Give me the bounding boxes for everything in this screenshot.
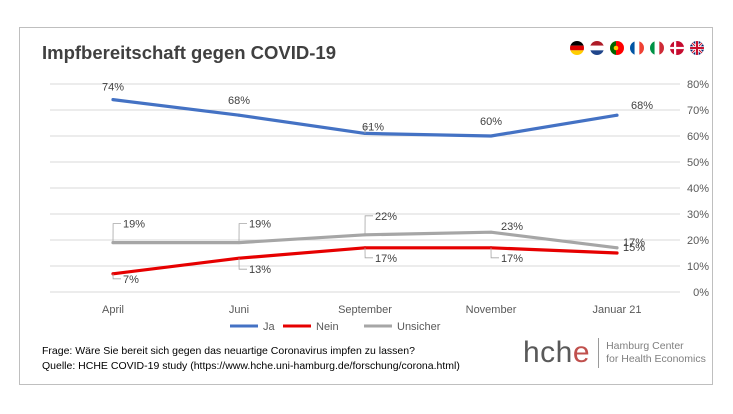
language-flags <box>570 41 704 55</box>
data-label-nein: 15% <box>623 242 645 254</box>
legend-item-nein: Nein <box>283 321 339 333</box>
x-tick-label: April <box>102 304 124 316</box>
y-tick-label: 20% <box>687 235 709 247</box>
y-tick-label: 30% <box>687 209 709 221</box>
italian-flag[interactable] <box>650 41 664 55</box>
gridlines <box>50 83 680 293</box>
data-label-unsicher: 23% <box>501 221 523 233</box>
x-tick-label: Juni <box>229 304 249 316</box>
y-axis: 0% 10% 20% 30% 40% 50% 60% 70% 80% <box>687 79 709 299</box>
chart-frame: Impfbereitschaft gegen COVID-19 0 <box>19 27 713 385</box>
portuguese-flag[interactable] <box>610 41 624 55</box>
data-label-ja: 60% <box>480 116 502 128</box>
legend: Ja Nein Unsicher <box>230 321 441 333</box>
x-axis: April Juni September November Januar 21 <box>102 304 641 316</box>
label-leader-line <box>364 126 371 134</box>
data-label-nein: 17% <box>375 253 397 265</box>
legend-item-unsicher: Unsicher <box>364 321 441 333</box>
data-point-unsicher <box>615 246 619 250</box>
data-label-unsicher: 17% <box>623 237 645 249</box>
y-tick-label: 60% <box>687 131 709 143</box>
x-tick-label: September <box>338 304 392 316</box>
series-unsicher: 19% 19% 22% 23% 17% <box>111 211 645 250</box>
label-leader-line <box>364 215 373 235</box>
data-label-unsicher: 19% <box>249 219 271 231</box>
y-tick-label: 70% <box>687 105 709 117</box>
data-label-unsicher: 19% <box>123 219 145 231</box>
data-point-ja <box>489 134 493 138</box>
dutch-flag[interactable] <box>590 41 604 55</box>
danish-flag[interactable] <box>670 41 684 55</box>
source-link[interactable]: Quelle: HCHE COVID-19 study (https://www… <box>42 360 460 372</box>
data-point-ja <box>237 113 241 117</box>
logo-mark: hche <box>523 336 591 369</box>
data-label-nein: 13% <box>249 264 271 276</box>
line-chart: 0% 10% 20% 30% 40% 50% 60% 70% 80% April Juni Sept… <box>50 79 709 333</box>
y-tick-label: 40% <box>687 183 709 195</box>
y-tick-label: 80% <box>687 79 709 91</box>
series-nein: 7% 13% 17% 17% 15% <box>111 242 645 286</box>
french-flag[interactable] <box>630 41 644 55</box>
german-flag[interactable] <box>570 41 584 55</box>
label-leader-line <box>490 247 499 259</box>
y-tick-label: 0% <box>693 287 709 299</box>
data-label-ja: 74% <box>102 82 124 94</box>
label-leader-line <box>238 223 247 243</box>
data-label-nein: 7% <box>123 274 139 286</box>
data-point-ja <box>615 113 619 117</box>
y-tick-label: 10% <box>687 261 709 273</box>
series-group: 74%68%61% 60%68%7%13%17% 17%15%19% 19%22%23… <box>102 82 653 286</box>
data-point-nein <box>111 272 115 276</box>
legend-label: Ja <box>263 321 276 333</box>
label-leader-line <box>238 258 247 270</box>
data-label-unsicher: 22% <box>375 211 397 223</box>
label-leader-line <box>112 223 121 243</box>
logo-text: Hamburg Center for Health Economics <box>606 340 706 366</box>
legend-label: Unsicher <box>397 321 441 333</box>
x-tick-label: November <box>466 304 517 316</box>
legend-label: Nein <box>316 321 339 333</box>
y-tick-label: 50% <box>687 157 709 169</box>
data-point-unsicher <box>489 230 493 234</box>
label-leader-line <box>364 247 373 259</box>
data-label-nein: 17% <box>501 253 523 265</box>
survey-question: Frage: Wäre Sie bereit sich gegen das ne… <box>42 345 415 357</box>
data-label-ja: 68% <box>631 100 653 112</box>
logo-line-2: for Health Economics <box>606 353 706 365</box>
hche-logo: hche Hamburg Center for Health Economics <box>523 336 706 370</box>
legend-item-ja: Ja <box>230 321 276 333</box>
data-point-nein <box>615 251 619 255</box>
chart-title: Impfbereitschaft gegen COVID-19 <box>42 42 337 63</box>
data-label-ja: 61% <box>362 121 384 133</box>
series-ja: 74% 68% 61% 60% 68% <box>102 82 653 138</box>
data-point-ja <box>111 98 115 102</box>
logo-line-1: Hamburg Center <box>606 340 684 352</box>
label-leader-line <box>112 273 121 280</box>
data-label-ja: 68% <box>228 95 250 107</box>
x-tick-label: Januar 21 <box>593 304 642 316</box>
logo-divider <box>598 338 600 368</box>
